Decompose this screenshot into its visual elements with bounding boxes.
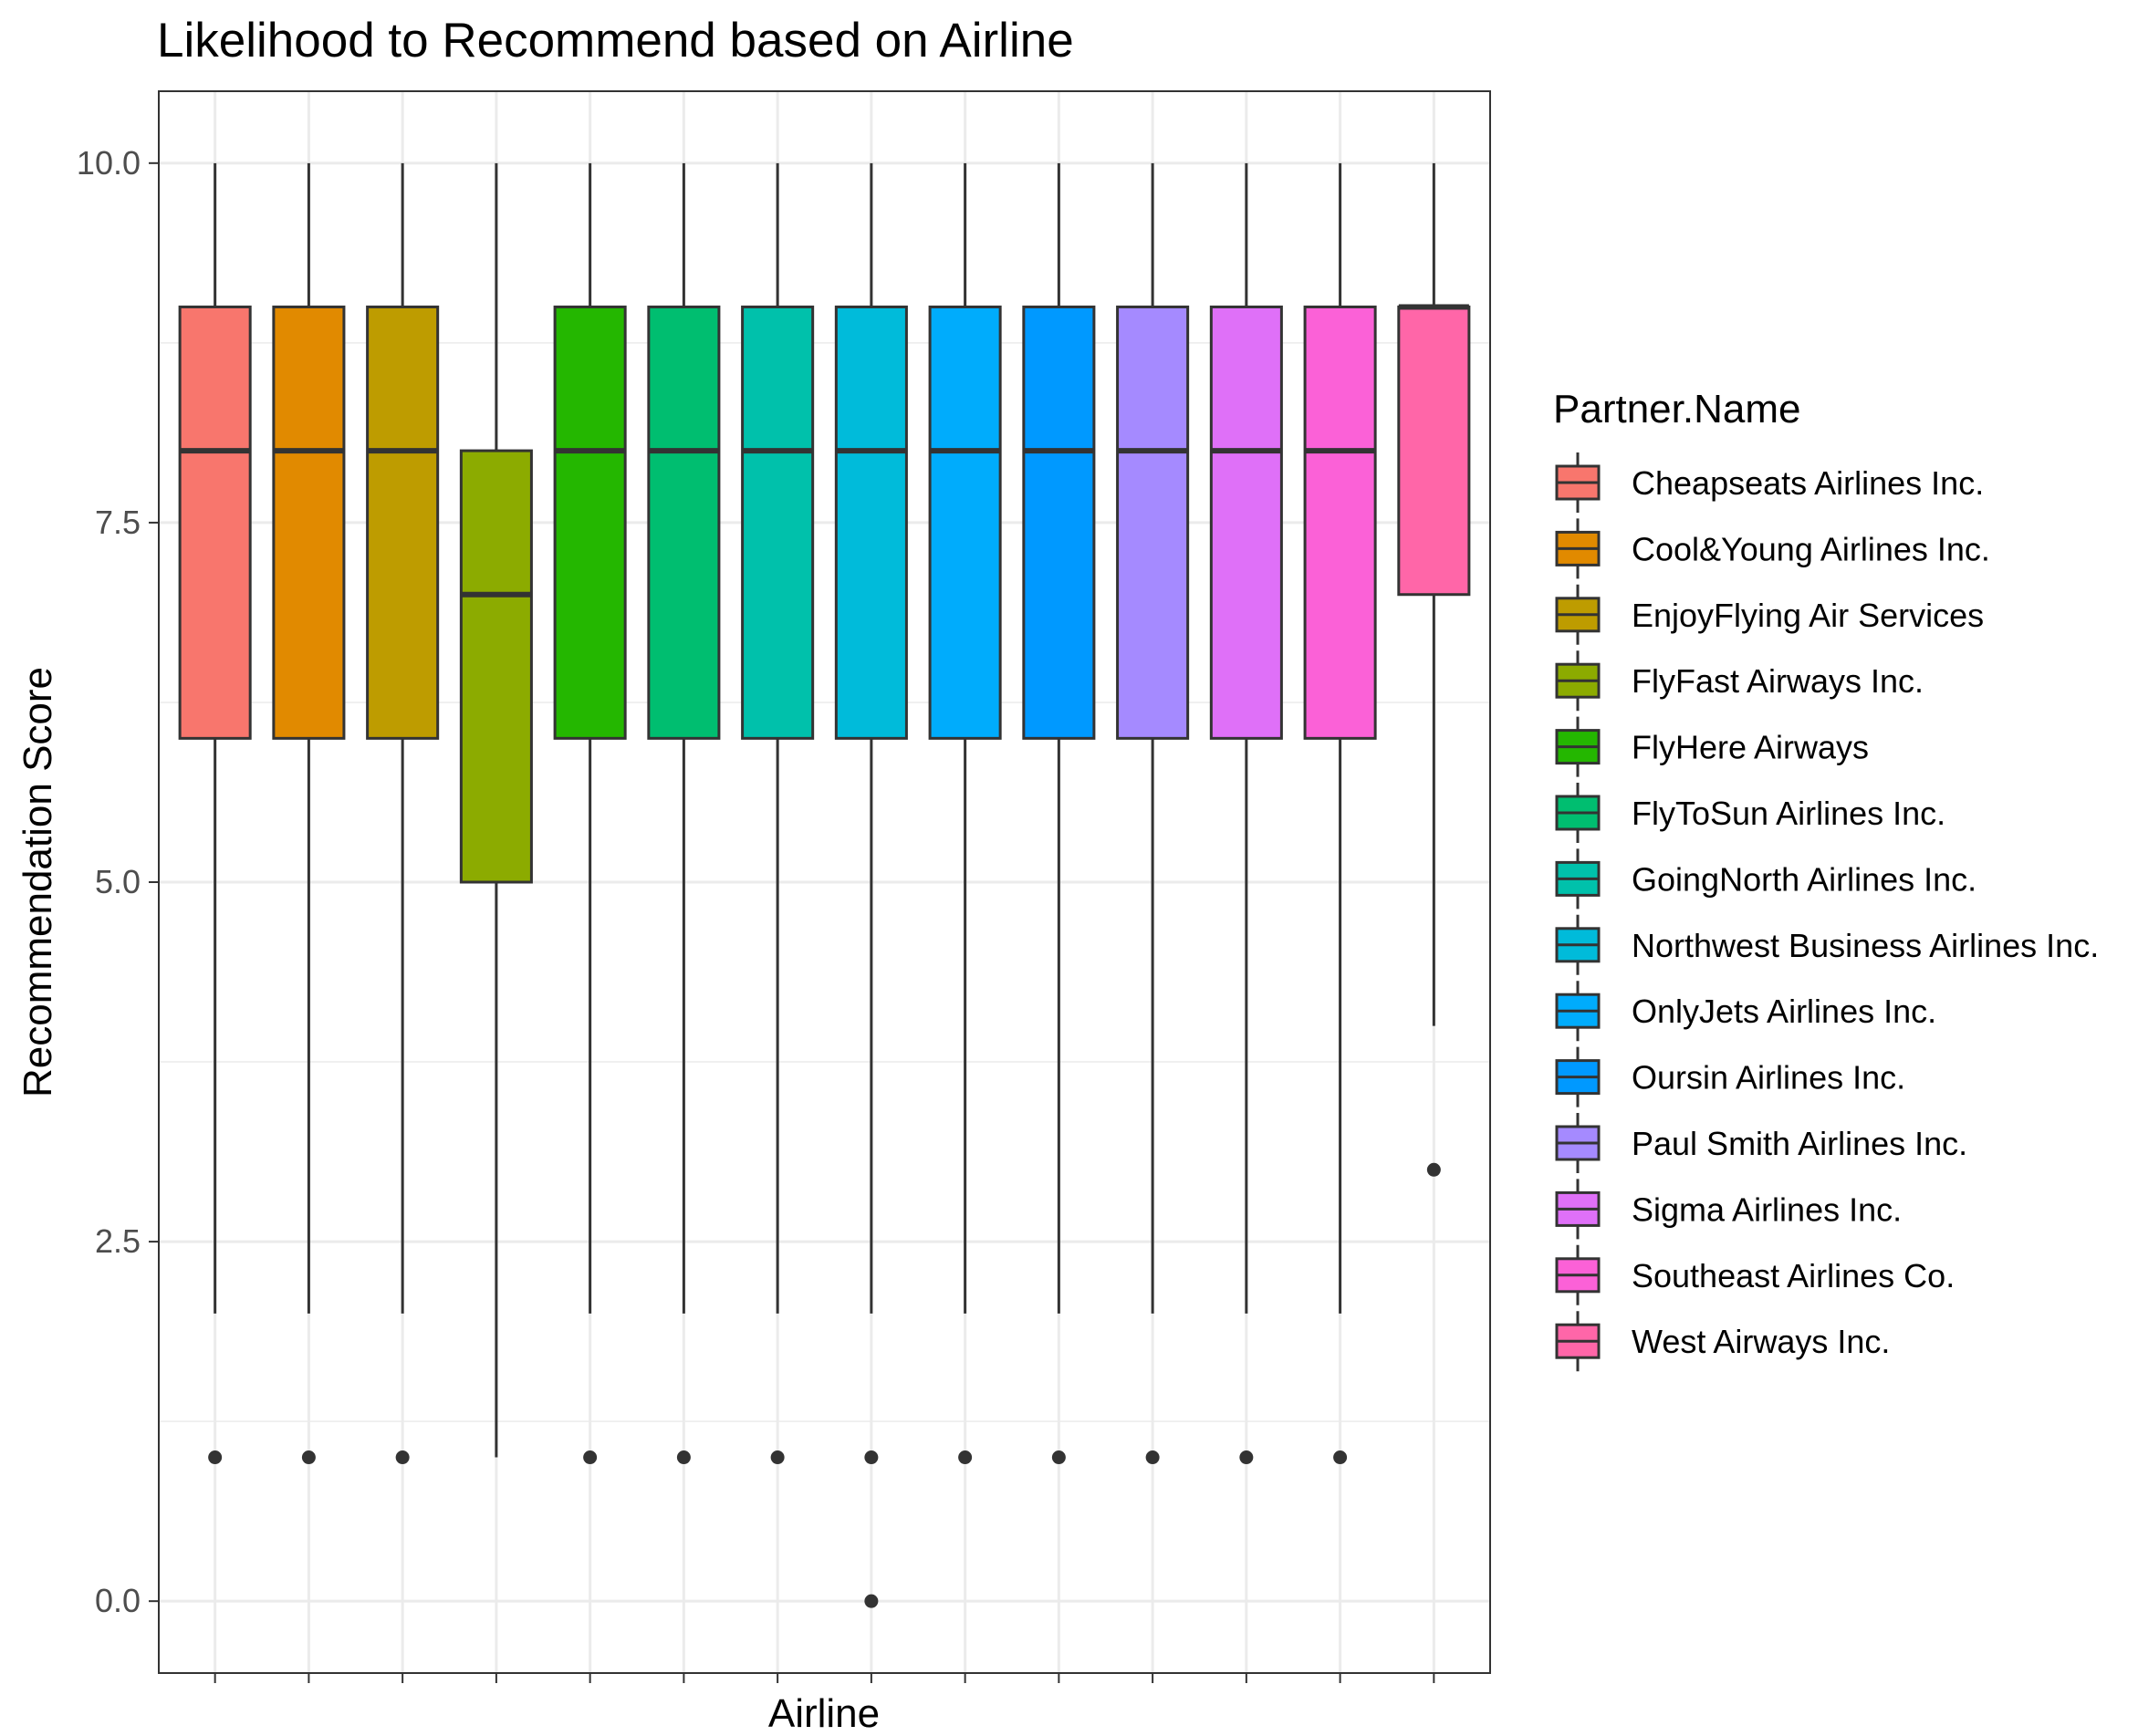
box-body	[1022, 305, 1096, 740]
legend-item: FlyFast Airways Inc.	[1555, 650, 1924, 712]
outlier-point	[208, 1450, 223, 1465]
legend-item: Cool&Young Airlines Inc.	[1555, 518, 1990, 579]
legend-item: Sigma Airlines Inc.	[1555, 1179, 1902, 1240]
box-14	[1397, 162, 1471, 1177]
legend-label: EnjoyFlying Air Services	[1632, 597, 1984, 634]
outlier-point	[1426, 1162, 1441, 1177]
box-body	[741, 305, 815, 740]
box-9	[928, 162, 1002, 1465]
box-10	[1022, 162, 1096, 1465]
legend-label: GoingNorth Airlines Inc.	[1632, 860, 1976, 898]
box-11	[1116, 162, 1190, 1465]
legend-item: GoingNorth Airlines Inc.	[1555, 848, 1976, 910]
box-1	[178, 162, 252, 1465]
outlier-point	[1145, 1450, 1160, 1465]
box-body	[1303, 305, 1377, 740]
outlier-point	[395, 1450, 410, 1465]
box-body	[1397, 305, 1471, 597]
legend-item: Cheapseats Airlines Inc.	[1555, 452, 1984, 513]
y-tick-label: 0.0	[95, 1582, 141, 1619]
box-body	[1116, 305, 1190, 740]
legend-item: FlyToSun Airlines Inc.	[1555, 783, 1945, 843]
outlier-point	[301, 1450, 316, 1465]
y-tick-label: 2.5	[95, 1222, 141, 1260]
box-2	[272, 162, 346, 1465]
legend-label: FlyToSun Airlines Inc.	[1632, 795, 1945, 832]
y-tick-label: 5.0	[95, 863, 141, 900]
y-axis-title: Recommendation Score	[16, 667, 60, 1097]
y-tick-label: 7.5	[95, 504, 141, 541]
box-body	[366, 305, 440, 740]
box-body	[928, 305, 1002, 740]
box-5	[553, 162, 627, 1465]
outlier-point	[864, 1594, 879, 1608]
legend-label: Sigma Airlines Inc.	[1632, 1190, 1902, 1228]
box-body	[1209, 305, 1283, 740]
legend-item: Southeast Airlines Co.	[1555, 1244, 1955, 1305]
box-body	[834, 305, 908, 740]
legend-label: Cool&Young Airlines Inc.	[1632, 530, 1990, 567]
legend-label: FlyFast Airways Inc.	[1632, 662, 1924, 700]
outlier-point	[676, 1450, 691, 1465]
legend-label: OnlyJets Airlines Inc.	[1632, 993, 1936, 1030]
outlier-point	[958, 1450, 973, 1465]
legend-label: Paul Smith Airlines Inc.	[1632, 1125, 1967, 1162]
legend-item: Oursin Airlines Inc.	[1555, 1046, 1905, 1107]
chart-title: Likelihood to Recommend based on Airline	[157, 14, 1074, 68]
outlier-point	[1333, 1450, 1348, 1465]
box-8	[834, 162, 908, 1608]
legend-label: FlyHere Airways	[1632, 729, 1869, 766]
legend-label: Cheapseats Airlines Inc.	[1632, 464, 1984, 502]
boxes	[178, 162, 1471, 1608]
legend-item: EnjoyFlying Air Services	[1555, 584, 1984, 645]
outlier-point	[770, 1450, 785, 1465]
box-7	[741, 162, 815, 1465]
y-tick-label: 10.0	[77, 144, 141, 182]
legend-item: Paul Smith Airlines Inc.	[1555, 1113, 1967, 1173]
outlier-point	[1239, 1450, 1254, 1465]
box-3	[366, 162, 440, 1465]
legend-title: Partner.Name	[1553, 387, 1800, 431]
x-axis-title: Airline	[768, 1691, 880, 1736]
legend-item: FlyHere Airways	[1555, 716, 1869, 777]
box-body	[647, 305, 721, 740]
legend-label: Southeast Airlines Co.	[1632, 1257, 1955, 1294]
box-body	[459, 449, 533, 884]
outlier-point	[864, 1450, 879, 1465]
legend-item: OnlyJets Airlines Inc.	[1555, 981, 1936, 1042]
legend-items: Cheapseats Airlines Inc. Cool&Young Airli…	[1555, 452, 2099, 1372]
box-body	[178, 305, 252, 740]
box-body	[553, 305, 627, 740]
legend-item: West Airways Inc.	[1555, 1311, 1890, 1372]
legend-label: Oursin Airlines Inc.	[1632, 1059, 1905, 1097]
legend-label: West Airways Inc.	[1632, 1323, 1890, 1360]
box-6	[647, 162, 721, 1465]
axes: 0.0 2.5 5.0 7.5 10.0	[77, 144, 1435, 1683]
outlier-point	[583, 1450, 598, 1465]
box-12	[1209, 162, 1283, 1465]
legend-label: Northwest Business Airlines Inc.	[1632, 927, 2099, 964]
box-13	[1303, 162, 1377, 1465]
legend-item: Northwest Business Airlines Inc.	[1555, 914, 2099, 975]
box-body	[272, 305, 346, 740]
legend: Partner.Name Cheapseats Airlines Inc. Coo…	[1553, 387, 2099, 1372]
outlier-point	[1051, 1450, 1066, 1465]
box-4	[459, 162, 533, 1458]
